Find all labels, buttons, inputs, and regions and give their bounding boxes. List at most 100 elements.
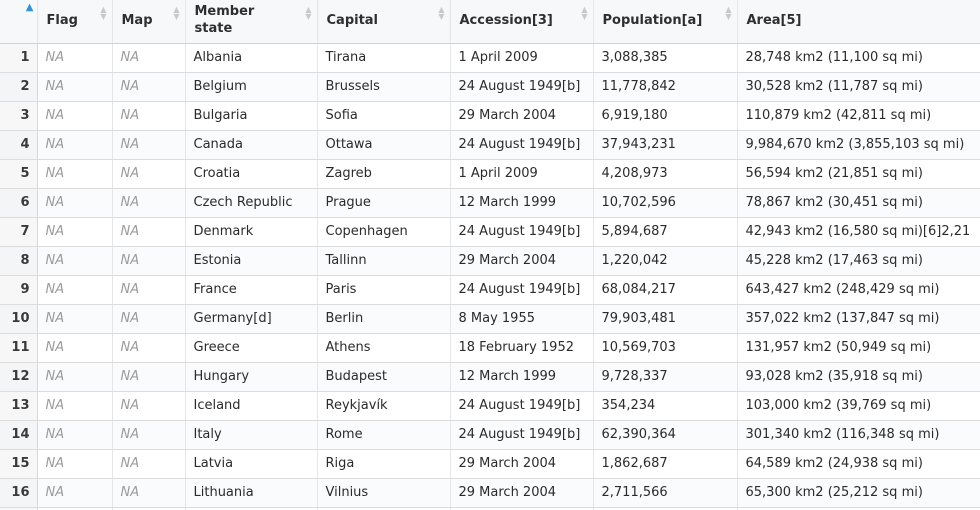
cell-area: 643,427 km2 (248,429 sq mi) [737, 275, 980, 305]
cell-map: NA [112, 101, 186, 131]
filler-cell [185, 507, 318, 510]
cell-state: Belgium [185, 72, 318, 102]
cell-population: 1,862,687 [593, 449, 738, 479]
table-row: 5 NA NA Croatia Zagreb 1 April 2009 4,208,973 5… [0, 159, 980, 189]
table-row: 11 NA NA Greece Athens 18 February 1952 10,569… [0, 333, 980, 363]
cell-state: Estonia [185, 246, 318, 276]
column-header-label: Area[5] [746, 12, 802, 28]
filler-cell [737, 507, 980, 510]
column-header-capital[interactable]: Capital ▲ ▼ [317, 0, 451, 44]
table-row: 4 NA NA Canada Ottawa 24 August 1949[b] 37,943… [0, 130, 980, 160]
cell-map: NA [112, 333, 186, 363]
column-header-label: Population[a] [602, 12, 703, 28]
column-header-area: Area[5] [737, 0, 980, 44]
filler-cell [450, 507, 594, 510]
cell-accession: 29 March 2004 [450, 449, 594, 479]
cell-state: Latvia [185, 449, 318, 479]
table-body: 1 NA NA Albania Tirana 1 April 2009 3,088,385 2… [0, 43, 980, 510]
table-row-partial [0, 507, 980, 510]
column-header-label: Capital [326, 12, 379, 28]
filler-cell [112, 507, 186, 510]
column-header-index[interactable]: ▲ [0, 0, 38, 44]
column-header-map[interactable]: Map ▲ ▼ [112, 0, 186, 44]
cell-area: 78,867 km2 (30,451 sq mi) [737, 188, 980, 218]
cell-state: Iceland [185, 391, 318, 421]
cell-state: Canada [185, 130, 318, 160]
sort-icon: ▲ ▼ [100, 5, 107, 21]
cell-population: 2,711,566 [593, 478, 738, 508]
column-header-label: Accession[3] [459, 12, 553, 28]
cell-accession: 24 August 1949[b] [450, 275, 594, 305]
cell-capital: Budapest [317, 362, 451, 392]
cell-population: 10,702,596 [593, 188, 738, 218]
table-row: 1 NA NA Albania Tirana 1 April 2009 3,088,385 2… [0, 43, 980, 73]
cell-capital: Riga [317, 449, 451, 479]
cell-flag: NA [37, 333, 113, 363]
table-row: 16 NA NA Lithuania Vilnius 29 March 2004 2,711… [0, 478, 980, 508]
sort-icon: ▲ ▼ [305, 5, 312, 21]
cell-map: NA [112, 420, 186, 450]
cell-area: 45,228 km2 (17,463 sq mi) [737, 246, 980, 276]
cell-flag: NA [37, 449, 113, 479]
cell-state: Czech Republic [185, 188, 318, 218]
cell-area: 103,000 km2 (39,769 sq mi) [737, 391, 980, 421]
sort-ascending-icon: ▲ [25, 2, 34, 13]
cell-state: Albania [185, 43, 318, 73]
table-row: 3 NA NA Bulgaria Sofia 29 March 2004 6,919,180… [0, 101, 980, 131]
cell-state: Bulgaria [185, 101, 318, 131]
column-header-population[interactable]: Population[a] ▲ ▼ [593, 0, 738, 44]
cell-population: 5,894,687 [593, 217, 738, 247]
cell-flag: NA [37, 72, 113, 102]
cell-index: 6 [0, 188, 38, 218]
column-header-flag[interactable]: Flag ▲ ▼ [37, 0, 113, 44]
cell-flag: NA [37, 362, 113, 392]
cell-area: 42,943 km2 (16,580 sq mi)[6]2,21 [737, 217, 980, 247]
cell-index: 15 [0, 449, 38, 479]
table-row: 7 NA NA Denmark Copenhagen 24 August 1949[b] 5… [0, 217, 980, 247]
cell-index: 10 [0, 304, 38, 334]
cell-state: Greece [185, 333, 318, 363]
cell-capital: Reykjavík [317, 391, 451, 421]
cell-area: 28,748 km2 (11,100 sq mi) [737, 43, 980, 73]
cell-population: 10,569,703 [593, 333, 738, 363]
table-row: 8 NA NA Estonia Tallinn 29 March 2004 1,220,04… [0, 246, 980, 276]
cell-flag: NA [37, 478, 113, 508]
column-header-accession[interactable]: Accession[3] ▲ ▼ [450, 0, 594, 44]
cell-map: NA [112, 188, 186, 218]
cell-map: NA [112, 449, 186, 479]
sort-icon: ▲ ▼ [173, 5, 180, 21]
cell-population: 9,728,337 [593, 362, 738, 392]
cell-state: Italy [185, 420, 318, 450]
cell-population: 68,084,217 [593, 275, 738, 305]
cell-flag: NA [37, 217, 113, 247]
cell-capital: Tirana [317, 43, 451, 73]
column-header-state[interactable]: Member state ▲ ▼ [185, 0, 318, 44]
cell-capital: Rome [317, 420, 451, 450]
cell-accession: 8 May 1955 [450, 304, 594, 334]
cell-capital: Vilnius [317, 478, 451, 508]
cell-map: NA [112, 478, 186, 508]
cell-capital: Tallinn [317, 246, 451, 276]
table-row: 9 NA NA France Paris 24 August 1949[b] 68,084,… [0, 275, 980, 305]
cell-population: 1,220,042 [593, 246, 738, 276]
sort-icon: ▲ ▼ [438, 5, 445, 21]
cell-flag: NA [37, 391, 113, 421]
table-row: 15 NA NA Latvia Riga 29 March 2004 1,862,687 64… [0, 449, 980, 479]
cell-map: NA [112, 130, 186, 160]
cell-capital: Brussels [317, 72, 451, 102]
cell-accession: 29 March 2004 [450, 246, 594, 276]
filler-cell [593, 507, 738, 510]
cell-capital: Berlin [317, 304, 451, 334]
cell-capital: Copenhagen [317, 217, 451, 247]
cell-capital: Zagreb [317, 159, 451, 189]
cell-accession: 12 March 1999 [450, 188, 594, 218]
cell-flag: NA [37, 159, 113, 189]
column-header-label: Flag [46, 12, 78, 28]
cell-capital: Athens [317, 333, 451, 363]
cell-state: Croatia [185, 159, 318, 189]
cell-population: 37,943,231 [593, 130, 738, 160]
header-row: ▲ Flag ▲ ▼ Map ▲ ▼ Member state ▲ ▼ Capital ▲ ▼ Acces… [0, 0, 980, 44]
table-header: ▲ Flag ▲ ▼ Map ▲ ▼ Member state ▲ ▼ Capital ▲ ▼ Acces… [0, 0, 980, 44]
cell-index: 4 [0, 130, 38, 160]
